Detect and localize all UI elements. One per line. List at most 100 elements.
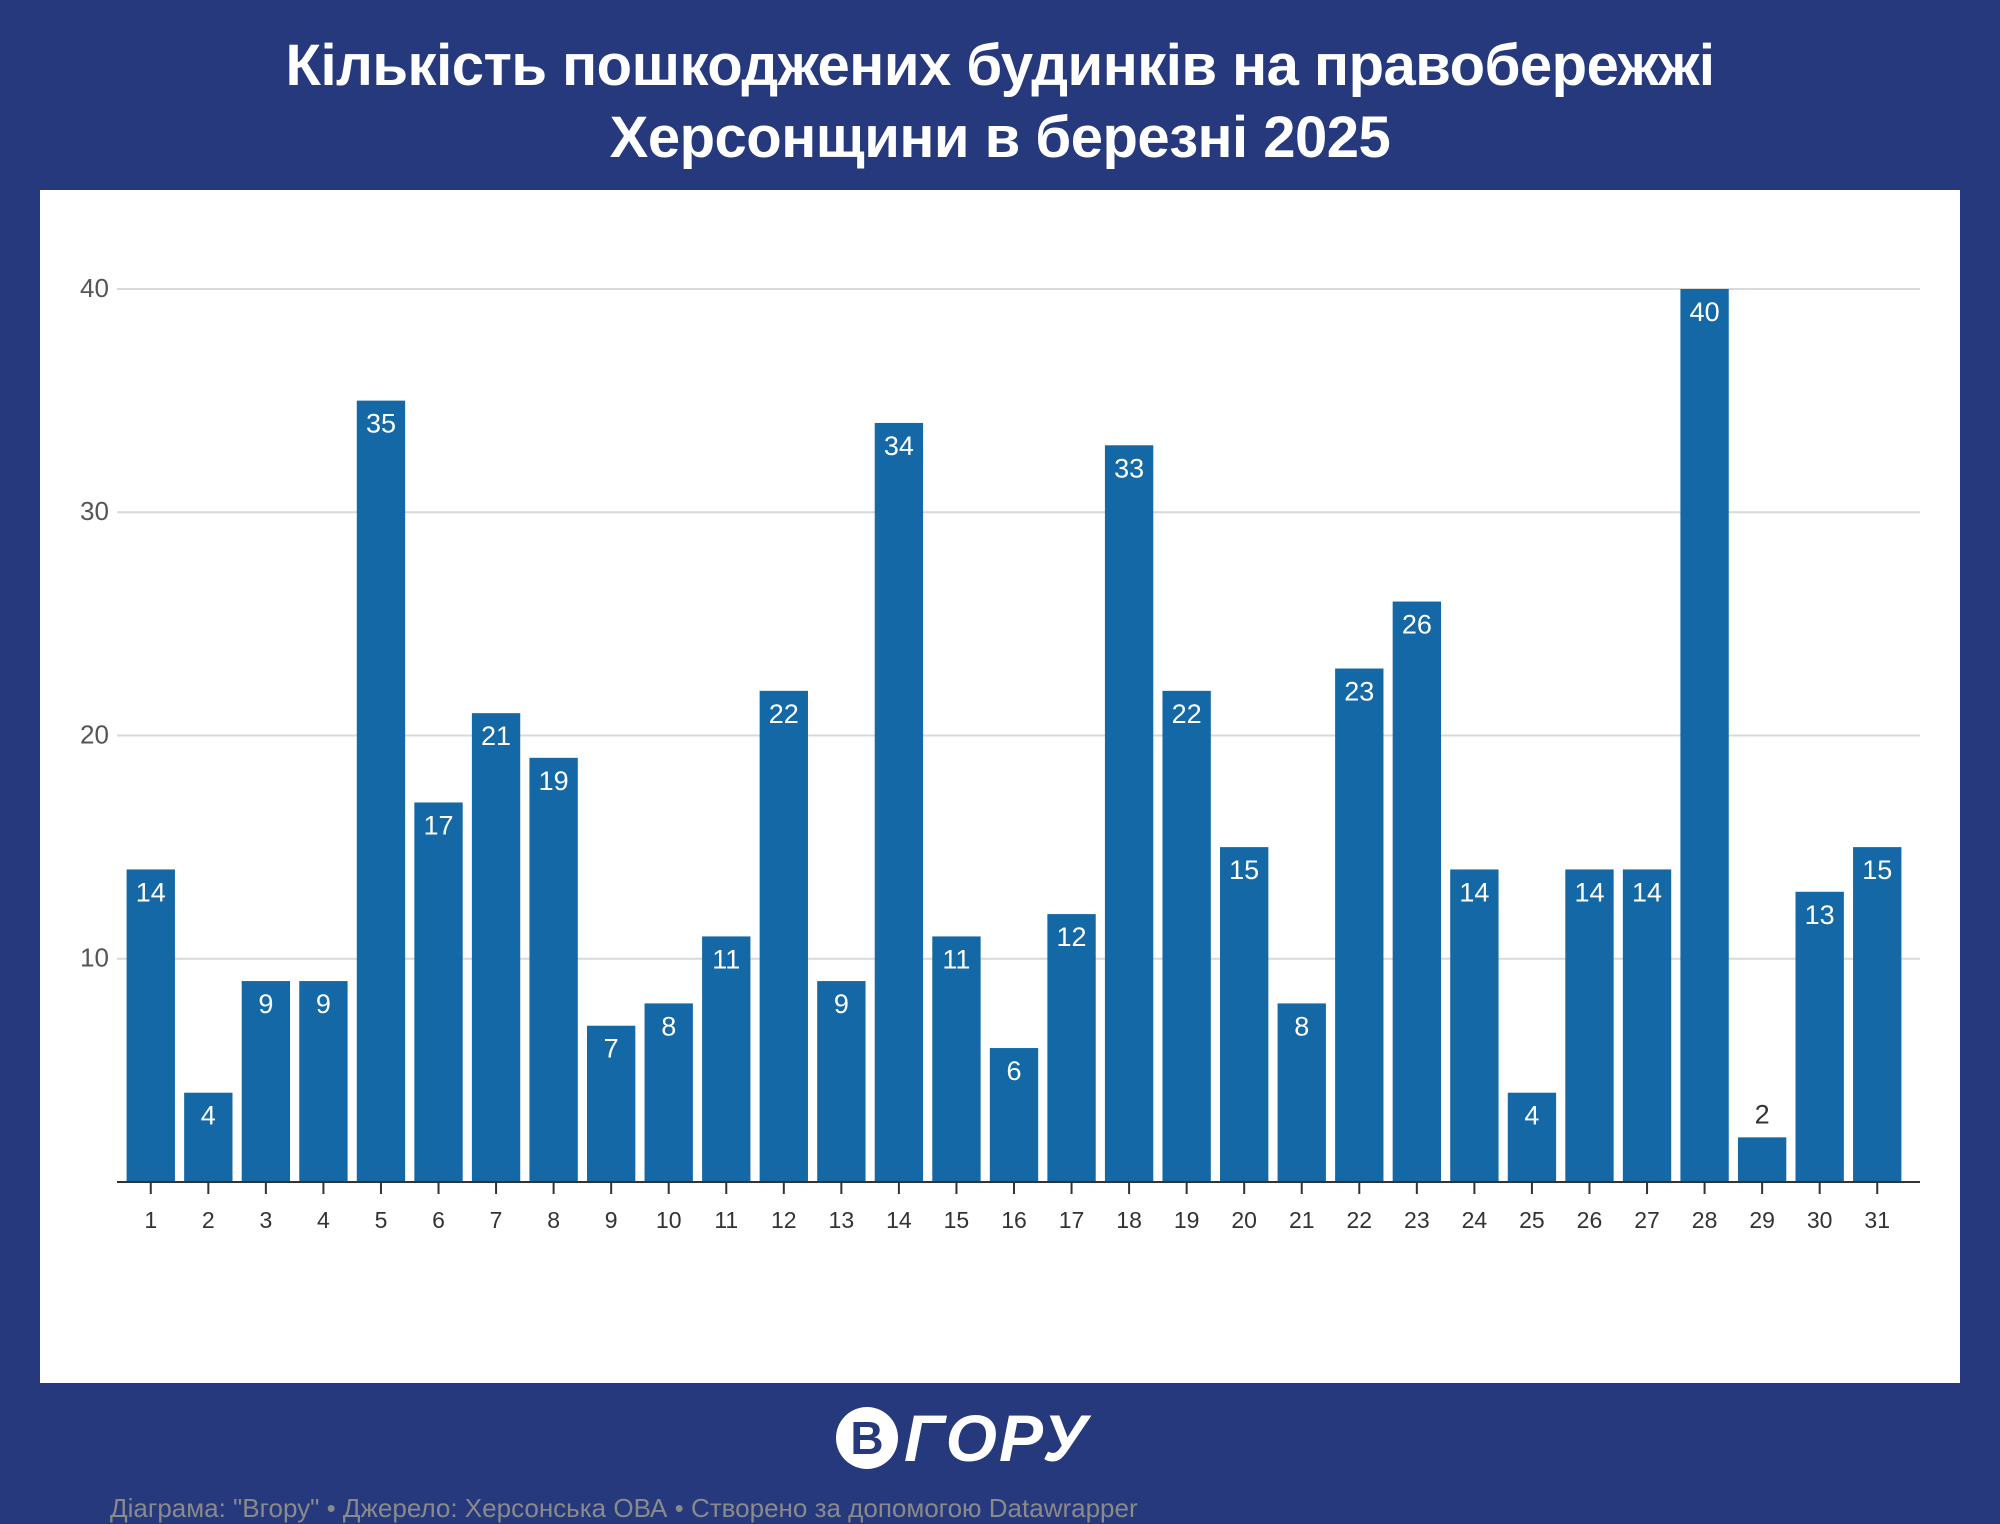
bar-27 — [1622, 869, 1672, 1182]
x-tick-label: 31 — [1864, 1207, 1890, 1233]
value-label: 4 — [201, 1101, 216, 1131]
bar-25 — [1507, 1092, 1557, 1182]
chart-panel: 10 20 30 40 14 4 9 9 35 17 21 19 7 8 11 22 9 34 11 6 12 33 22… — [40, 190, 1960, 1523]
value-label: 12 — [1057, 922, 1087, 952]
bar-12 — [759, 690, 808, 1182]
x-tick-label: 12 — [771, 1207, 797, 1233]
value-label: 19 — [539, 766, 569, 796]
x-tick-label: 7 — [490, 1207, 503, 1233]
source-note: Діаграма: "Вгору" • Джерело: Херсонська … — [110, 1493, 1138, 1523]
value-label: 6 — [1006, 1056, 1021, 1086]
gridlines: 10 20 30 40 — [80, 273, 1920, 973]
x-tick-label: 18 — [1116, 1207, 1142, 1233]
value-label: 2 — [1755, 1099, 1770, 1129]
value-label: 8 — [661, 1011, 676, 1041]
bar-26 — [1565, 869, 1614, 1182]
bar-20 — [1220, 847, 1269, 1182]
bar-13 — [817, 981, 866, 1182]
value-label: 23 — [1344, 677, 1374, 707]
bar-31 — [1853, 847, 1902, 1182]
x-tick-label: 2 — [202, 1207, 215, 1233]
value-label: 17 — [423, 810, 453, 840]
bar-21 — [1277, 1003, 1326, 1182]
x-tick-label: 16 — [1001, 1207, 1027, 1233]
logo-text: ГОРУ — [904, 1401, 1090, 1475]
value-label: 22 — [1172, 699, 1202, 729]
value-label: 11 — [712, 944, 740, 974]
bar-7 — [471, 713, 521, 1182]
value-label: 14 — [1459, 877, 1489, 907]
x-tick-label: 17 — [1059, 1207, 1085, 1233]
value-label: 9 — [834, 989, 849, 1019]
chart-title: Кількість пошкоджених будинків на правоб… — [0, 30, 2000, 174]
x-tick-label: 3 — [259, 1207, 272, 1233]
x-tick-label: 9 — [605, 1207, 618, 1233]
x-tick-label: 20 — [1231, 1207, 1257, 1233]
bar-28 — [1680, 289, 1729, 1182]
x-tick-label: 23 — [1404, 1207, 1430, 1233]
y-tick-label: 10 — [80, 943, 109, 973]
bars — [126, 289, 1902, 1182]
x-tick-label: 15 — [944, 1207, 970, 1233]
value-label: 35 — [366, 409, 396, 439]
x-tick-label: 19 — [1174, 1207, 1200, 1233]
value-label: 4 — [1524, 1101, 1539, 1131]
bar-23 — [1392, 601, 1442, 1182]
x-tick-label: 13 — [829, 1207, 855, 1233]
bar-9 — [586, 1025, 636, 1182]
value-labels: 14 4 9 9 35 17 21 19 7 8 11 22 9 34 11 6 12 33 22 15 8 23 26 14… — [136, 297, 1892, 1131]
x-tick-label: 21 — [1289, 1207, 1315, 1233]
chart-title-line-2: Херсонщини в березні 2025 — [609, 105, 1391, 170]
x-tick-label: 22 — [1346, 1207, 1372, 1233]
value-label: 15 — [1862, 855, 1892, 885]
x-tick-label: 11 — [714, 1207, 738, 1233]
x-tick-label: 27 — [1634, 1207, 1660, 1233]
bar-8 — [529, 757, 578, 1182]
chart-title-line-1: Кількість пошкоджених будинків на правоб… — [285, 33, 1715, 98]
bar-6 — [414, 802, 463, 1182]
x-tick-label: 14 — [886, 1207, 912, 1233]
value-label: 9 — [258, 989, 273, 1019]
value-label: 8 — [1294, 1011, 1309, 1041]
x-tick-label: 30 — [1807, 1207, 1833, 1233]
bar-22 — [1335, 668, 1384, 1182]
bar-24 — [1450, 869, 1499, 1182]
y-tick-label: 20 — [80, 719, 109, 749]
value-label: 15 — [1229, 855, 1259, 885]
y-tick-label: 30 — [80, 496, 109, 526]
x-tick-label: 29 — [1749, 1207, 1775, 1233]
x-tick-label: 28 — [1692, 1207, 1718, 1233]
x-axis: 1 2 3 4 5 6 7 8 9 10 11 12 13 14 15 16 17 18 19 20 21 22 23 24 2… — [117, 1181, 1920, 1233]
bar-19 — [1162, 690, 1211, 1182]
bar-30 — [1795, 891, 1844, 1182]
bar-18 — [1104, 445, 1154, 1182]
value-label: 14 — [1574, 877, 1604, 907]
bar-15 — [932, 936, 981, 1182]
x-tick-label: 4 — [317, 1207, 330, 1233]
x-tick-label: 1 — [144, 1207, 157, 1233]
x-tick-label: 26 — [1577, 1207, 1603, 1233]
bar-16 — [989, 1048, 1039, 1182]
value-label: 21 — [481, 721, 511, 751]
bar-5 — [356, 400, 406, 1182]
bar-10 — [644, 1003, 693, 1182]
x-tick-label: 5 — [375, 1207, 388, 1233]
value-label: 34 — [884, 431, 914, 461]
value-label: 7 — [604, 1034, 619, 1064]
bar-4 — [299, 981, 348, 1182]
bar-14 — [874, 422, 924, 1182]
value-label: 9 — [316, 989, 331, 1019]
value-label: 33 — [1114, 453, 1144, 483]
value-label: 11 — [942, 944, 970, 974]
value-label: 26 — [1402, 610, 1432, 640]
value-label: 40 — [1690, 297, 1720, 327]
x-tick-label: 6 — [432, 1207, 445, 1233]
value-label: 14 — [1632, 877, 1662, 907]
bar-17 — [1047, 914, 1096, 1182]
bar-1 — [126, 869, 175, 1182]
x-tick-label: 10 — [656, 1207, 682, 1233]
x-tick-label: 25 — [1519, 1207, 1545, 1233]
vhoru-logo: В ГОРУ — [836, 1401, 1090, 1475]
bar-29 — [1737, 1137, 1787, 1182]
